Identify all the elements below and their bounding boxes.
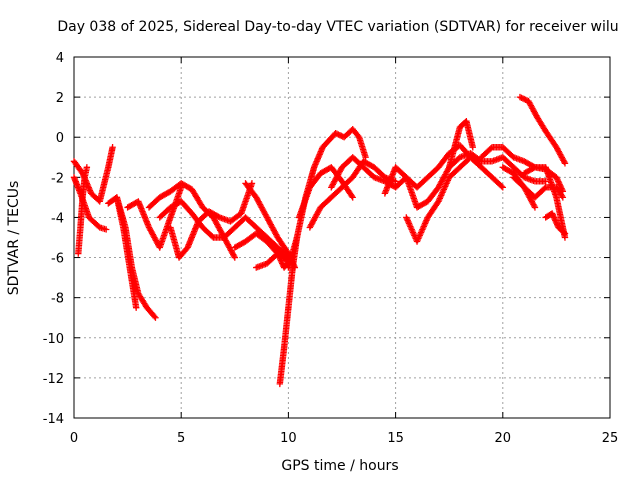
y-tick-label: -14: [43, 412, 64, 427]
series-track-5: [114, 194, 140, 311]
y-axis-label: SDTVAR / TECUs: [6, 181, 22, 296]
x-axis-label: GPS time / hours: [281, 458, 398, 474]
y-tick-label: -2: [51, 171, 64, 186]
data-point: [470, 144, 476, 150]
series-track-1: [71, 144, 116, 205]
y-tick-label: -12: [43, 372, 64, 387]
sdtvar-chart: Day 038 of 2025, Sidereal Day-to-day VTE…: [0, 0, 640, 480]
data-marks: [71, 94, 568, 387]
chart-title: Day 038 of 2025, Sidereal Day-to-day VTE…: [57, 19, 618, 35]
x-tick-label: 5: [177, 431, 185, 446]
x-tick-label: 15: [387, 431, 404, 446]
y-tick-label: -4: [51, 211, 64, 226]
x-tick-label: 0: [70, 431, 78, 446]
x-tick-label: 25: [602, 431, 619, 446]
series-track-19: [403, 154, 506, 245]
y-tick-label: -6: [51, 252, 64, 267]
y-tick-label: 2: [56, 91, 64, 106]
y-tick-label: -10: [43, 332, 64, 347]
data-point: [109, 144, 115, 150]
series-track-24: [517, 94, 568, 167]
y-tick-label: 0: [56, 131, 64, 146]
x-tick-label: 20: [495, 431, 512, 446]
y-tick-label: 4: [56, 51, 64, 66]
y-tick-label: -8: [51, 292, 64, 307]
x-tick-label: 10: [280, 431, 297, 446]
